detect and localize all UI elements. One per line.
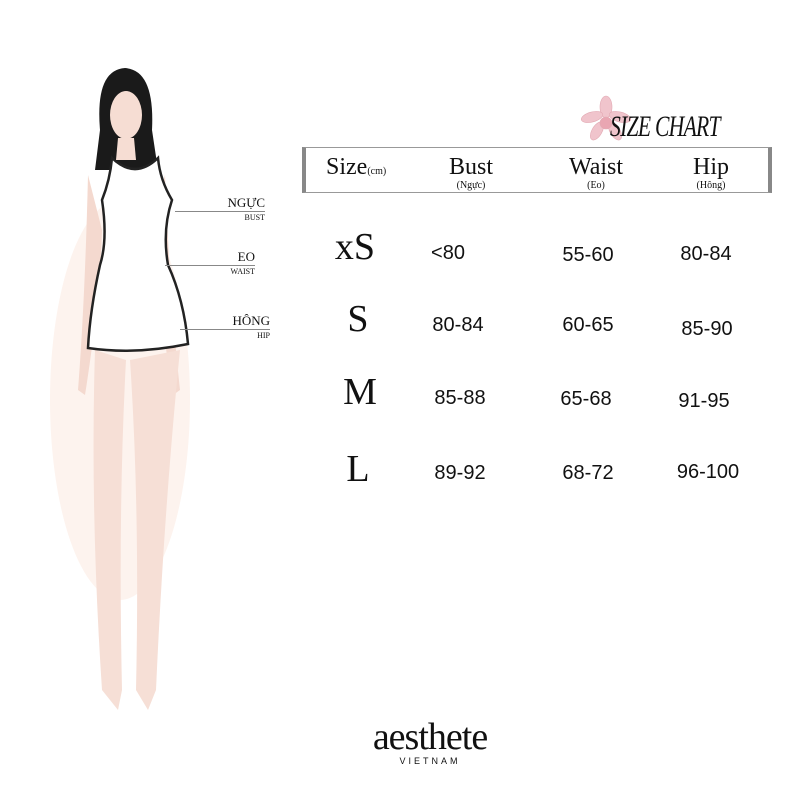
- waist-cell: 60-65: [562, 314, 614, 336]
- header-sub: (Ngực): [456, 180, 486, 191]
- header-bust: Bust (Ngực): [426, 154, 516, 191]
- chart-title: SIZE CHART: [610, 110, 721, 143]
- brand-logo: aesthete VIETNAM: [300, 718, 560, 766]
- bust-cell: 80-84: [432, 314, 484, 336]
- bust-cell: 85-88: [434, 387, 486, 409]
- fashion-figure-illustration: [50, 68, 190, 710]
- measure-label-waist: EO WAIST: [165, 249, 255, 276]
- header-hip: Hip (Hông): [666, 154, 756, 191]
- hip-cell: 85-90: [681, 318, 733, 340]
- size-cell: xS: [334, 226, 376, 268]
- header-label: Waist: [568, 154, 624, 180]
- label-en: WAIST: [165, 265, 255, 276]
- waist-cell: 65-68: [560, 388, 612, 410]
- hip-cell: 80-84: [680, 243, 732, 265]
- header-unit: (cm): [367, 166, 387, 177]
- brand-name: aesthete: [372, 716, 488, 758]
- header-label: Hip: [693, 154, 729, 180]
- waist-cell: 68-72: [562, 462, 614, 484]
- header-sub: (Eo): [587, 180, 605, 191]
- label-en: BUST: [175, 211, 265, 222]
- table-header: Size(cm) Bust (Ngực) Waist (Eo) Hip (Hông): [302, 147, 772, 193]
- header-label: Size: [326, 154, 368, 180]
- size-cell: L: [346, 448, 370, 490]
- hip-cell: 96-100: [676, 461, 740, 483]
- header-label: Bust: [448, 154, 493, 180]
- measure-label-bust: NGỰC BUST: [175, 195, 265, 222]
- orchid-icon: [580, 95, 632, 141]
- label-vi: HÔNG: [232, 313, 270, 328]
- waist-cell: 55-60: [562, 244, 614, 266]
- measure-label-hip: HÔNG HIP: [180, 313, 270, 340]
- size-cell: M: [343, 371, 377, 413]
- size-cell: S: [347, 298, 369, 340]
- label-en: HIP: [180, 329, 270, 340]
- bust-cell: 89-92: [434, 462, 486, 484]
- brand-sub: VIETNAM: [399, 756, 461, 766]
- label-vi: EO: [237, 249, 255, 264]
- bust-cell: <80: [431, 242, 465, 264]
- header-waist: Waist (Eo): [551, 154, 641, 191]
- header-size: Size(cm): [326, 154, 386, 181]
- header-sub: (Hông): [696, 180, 726, 191]
- label-vi: NGỰC: [227, 195, 265, 210]
- hip-cell: 91-95: [678, 390, 730, 412]
